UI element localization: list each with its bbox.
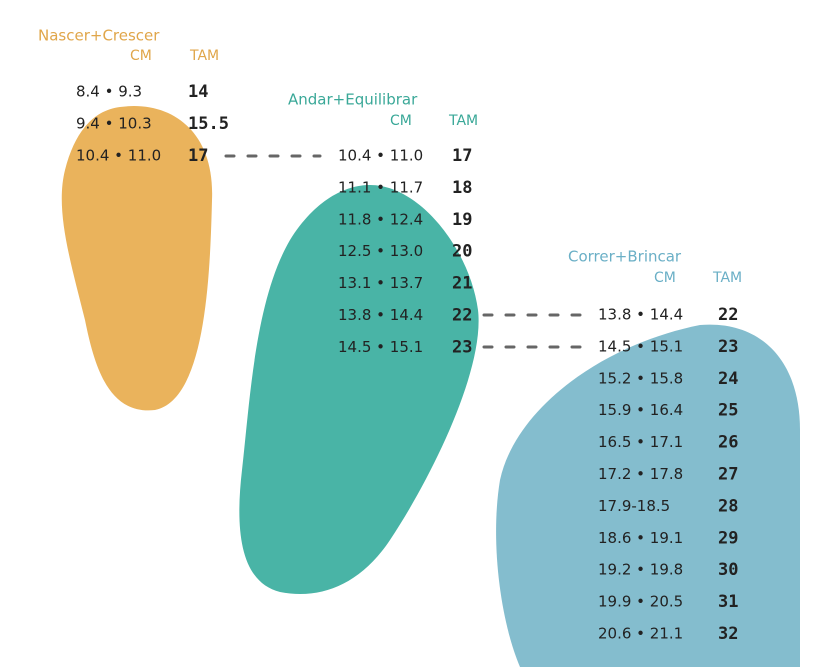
foot-shape-orange [61, 106, 213, 411]
size: 19 [452, 210, 472, 230]
size: 32 [718, 624, 738, 644]
size: 20 [452, 242, 472, 262]
size: 15.5 [188, 114, 229, 134]
size: 30 [718, 560, 738, 580]
cm-range: 9.4 • 10.3 [76, 114, 152, 132]
size: 14 [188, 82, 208, 102]
cm-range: 15.2 • 15.8 [598, 369, 683, 387]
cm-range: 10.4 • 11.0 [76, 146, 161, 164]
size: 25 [718, 401, 738, 421]
group-title: Correr+Brincar [568, 248, 682, 266]
column-header: CM [130, 48, 152, 64]
column-header: TAM [448, 113, 478, 129]
cm-range: 17.9-18.5 [598, 497, 670, 515]
cm-range: 14.5 • 15.1 [338, 338, 423, 356]
size: 27 [718, 465, 738, 485]
foot-shape-blue [496, 324, 800, 667]
cm-range: 11.1 • 11.7 [338, 178, 423, 196]
size: 18 [452, 178, 472, 198]
foot-shape-teal [239, 185, 479, 595]
cm-range: 15.9 • 16.4 [598, 401, 683, 419]
column-header: CM [390, 113, 412, 129]
cm-range: 11.8 • 12.4 [338, 210, 423, 228]
size: 31 [718, 592, 738, 612]
cm-range: 13.8 • 14.4 [338, 306, 423, 324]
size: 21 [452, 274, 472, 294]
cm-range: 19.2 • 19.8 [598, 561, 683, 579]
cm-range: 16.5 • 17.1 [598, 433, 683, 451]
cm-range: 12.5 • 13.0 [338, 242, 423, 260]
size: 23 [452, 337, 472, 357]
group-title: Andar+Equilibrar [288, 91, 418, 109]
cm-range: 18.6 • 19.1 [598, 529, 683, 547]
size: 29 [718, 528, 738, 548]
size: 22 [452, 306, 472, 326]
cm-range: 19.9 • 20.5 [598, 593, 683, 611]
size: 26 [718, 433, 738, 453]
column-header: TAM [712, 270, 742, 286]
size: 24 [718, 369, 738, 389]
cm-range: 13.8 • 14.4 [598, 306, 683, 324]
column-header: CM [654, 270, 676, 286]
cm-range: 14.5 • 15.1 [598, 337, 683, 355]
size: 28 [718, 496, 738, 516]
size: 17 [188, 146, 208, 166]
column-header: TAM [189, 48, 219, 64]
size: 22 [718, 305, 738, 325]
cm-range: 8.4 • 9.3 [76, 83, 142, 101]
cm-range: 10.4 • 11.0 [338, 147, 423, 165]
size: 17 [452, 146, 472, 166]
cm-range: 13.1 • 13.7 [338, 274, 423, 292]
cm-range: 20.6 • 21.1 [598, 625, 683, 643]
group-title: Nascer+Crescer [38, 27, 160, 45]
size: 23 [718, 337, 738, 357]
cm-range: 17.2 • 17.8 [598, 465, 683, 483]
